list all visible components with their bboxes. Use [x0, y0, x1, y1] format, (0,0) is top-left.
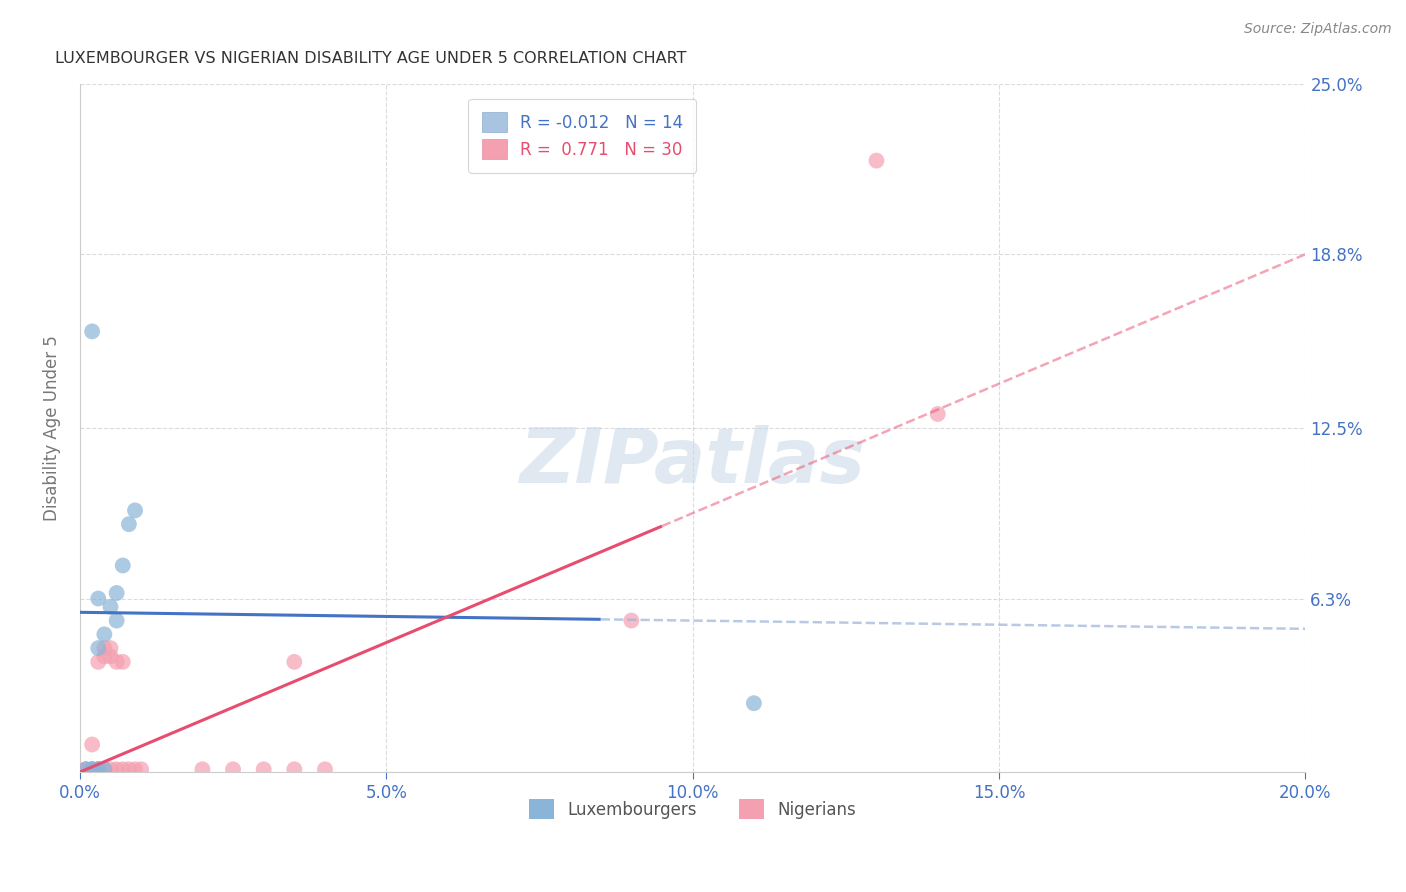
- Point: [93, 627, 115, 641]
- Point: [82, 325, 104, 339]
- Point: [283, 655, 305, 669]
- Point: [222, 762, 245, 776]
- Text: ZIPatlas: ZIPatlas: [520, 425, 866, 500]
- Point: [105, 762, 128, 776]
- Point: [742, 696, 765, 710]
- Point: [124, 762, 146, 776]
- Text: Source: ZipAtlas.com: Source: ZipAtlas.com: [1244, 22, 1392, 37]
- Point: [82, 762, 104, 776]
- Point: [111, 655, 134, 669]
- Point: [314, 762, 336, 776]
- Point: [111, 558, 134, 573]
- Point: [191, 762, 214, 776]
- Point: [124, 503, 146, 517]
- Point: [118, 762, 141, 776]
- Point: [118, 517, 141, 532]
- Point: [75, 762, 97, 776]
- Point: [93, 641, 115, 656]
- Point: [927, 407, 949, 421]
- Point: [87, 655, 110, 669]
- Point: [82, 762, 104, 776]
- Point: [75, 762, 97, 776]
- Point: [283, 762, 305, 776]
- Point: [100, 641, 122, 656]
- Point: [100, 599, 122, 614]
- Point: [865, 153, 887, 168]
- Point: [87, 762, 110, 776]
- Point: [87, 762, 110, 776]
- Point: [87, 591, 110, 606]
- Point: [82, 738, 104, 752]
- Point: [87, 762, 110, 776]
- Point: [87, 641, 110, 656]
- Point: [82, 762, 104, 776]
- Point: [75, 762, 97, 776]
- Point: [87, 762, 110, 776]
- Point: [93, 762, 115, 776]
- Point: [82, 762, 104, 776]
- Point: [100, 762, 122, 776]
- Text: LUXEMBOURGER VS NIGERIAN DISABILITY AGE UNDER 5 CORRELATION CHART: LUXEMBOURGER VS NIGERIAN DISABILITY AGE …: [55, 51, 688, 66]
- Point: [105, 586, 128, 600]
- Legend: Luxembourgers, Nigerians: Luxembourgers, Nigerians: [516, 786, 869, 832]
- Point: [100, 649, 122, 664]
- Point: [620, 614, 643, 628]
- Point: [129, 762, 152, 776]
- Point: [93, 762, 115, 776]
- Y-axis label: Disability Age Under 5: Disability Age Under 5: [44, 334, 60, 521]
- Point: [105, 614, 128, 628]
- Point: [111, 762, 134, 776]
- Point: [105, 655, 128, 669]
- Point: [253, 762, 276, 776]
- Point: [93, 649, 115, 664]
